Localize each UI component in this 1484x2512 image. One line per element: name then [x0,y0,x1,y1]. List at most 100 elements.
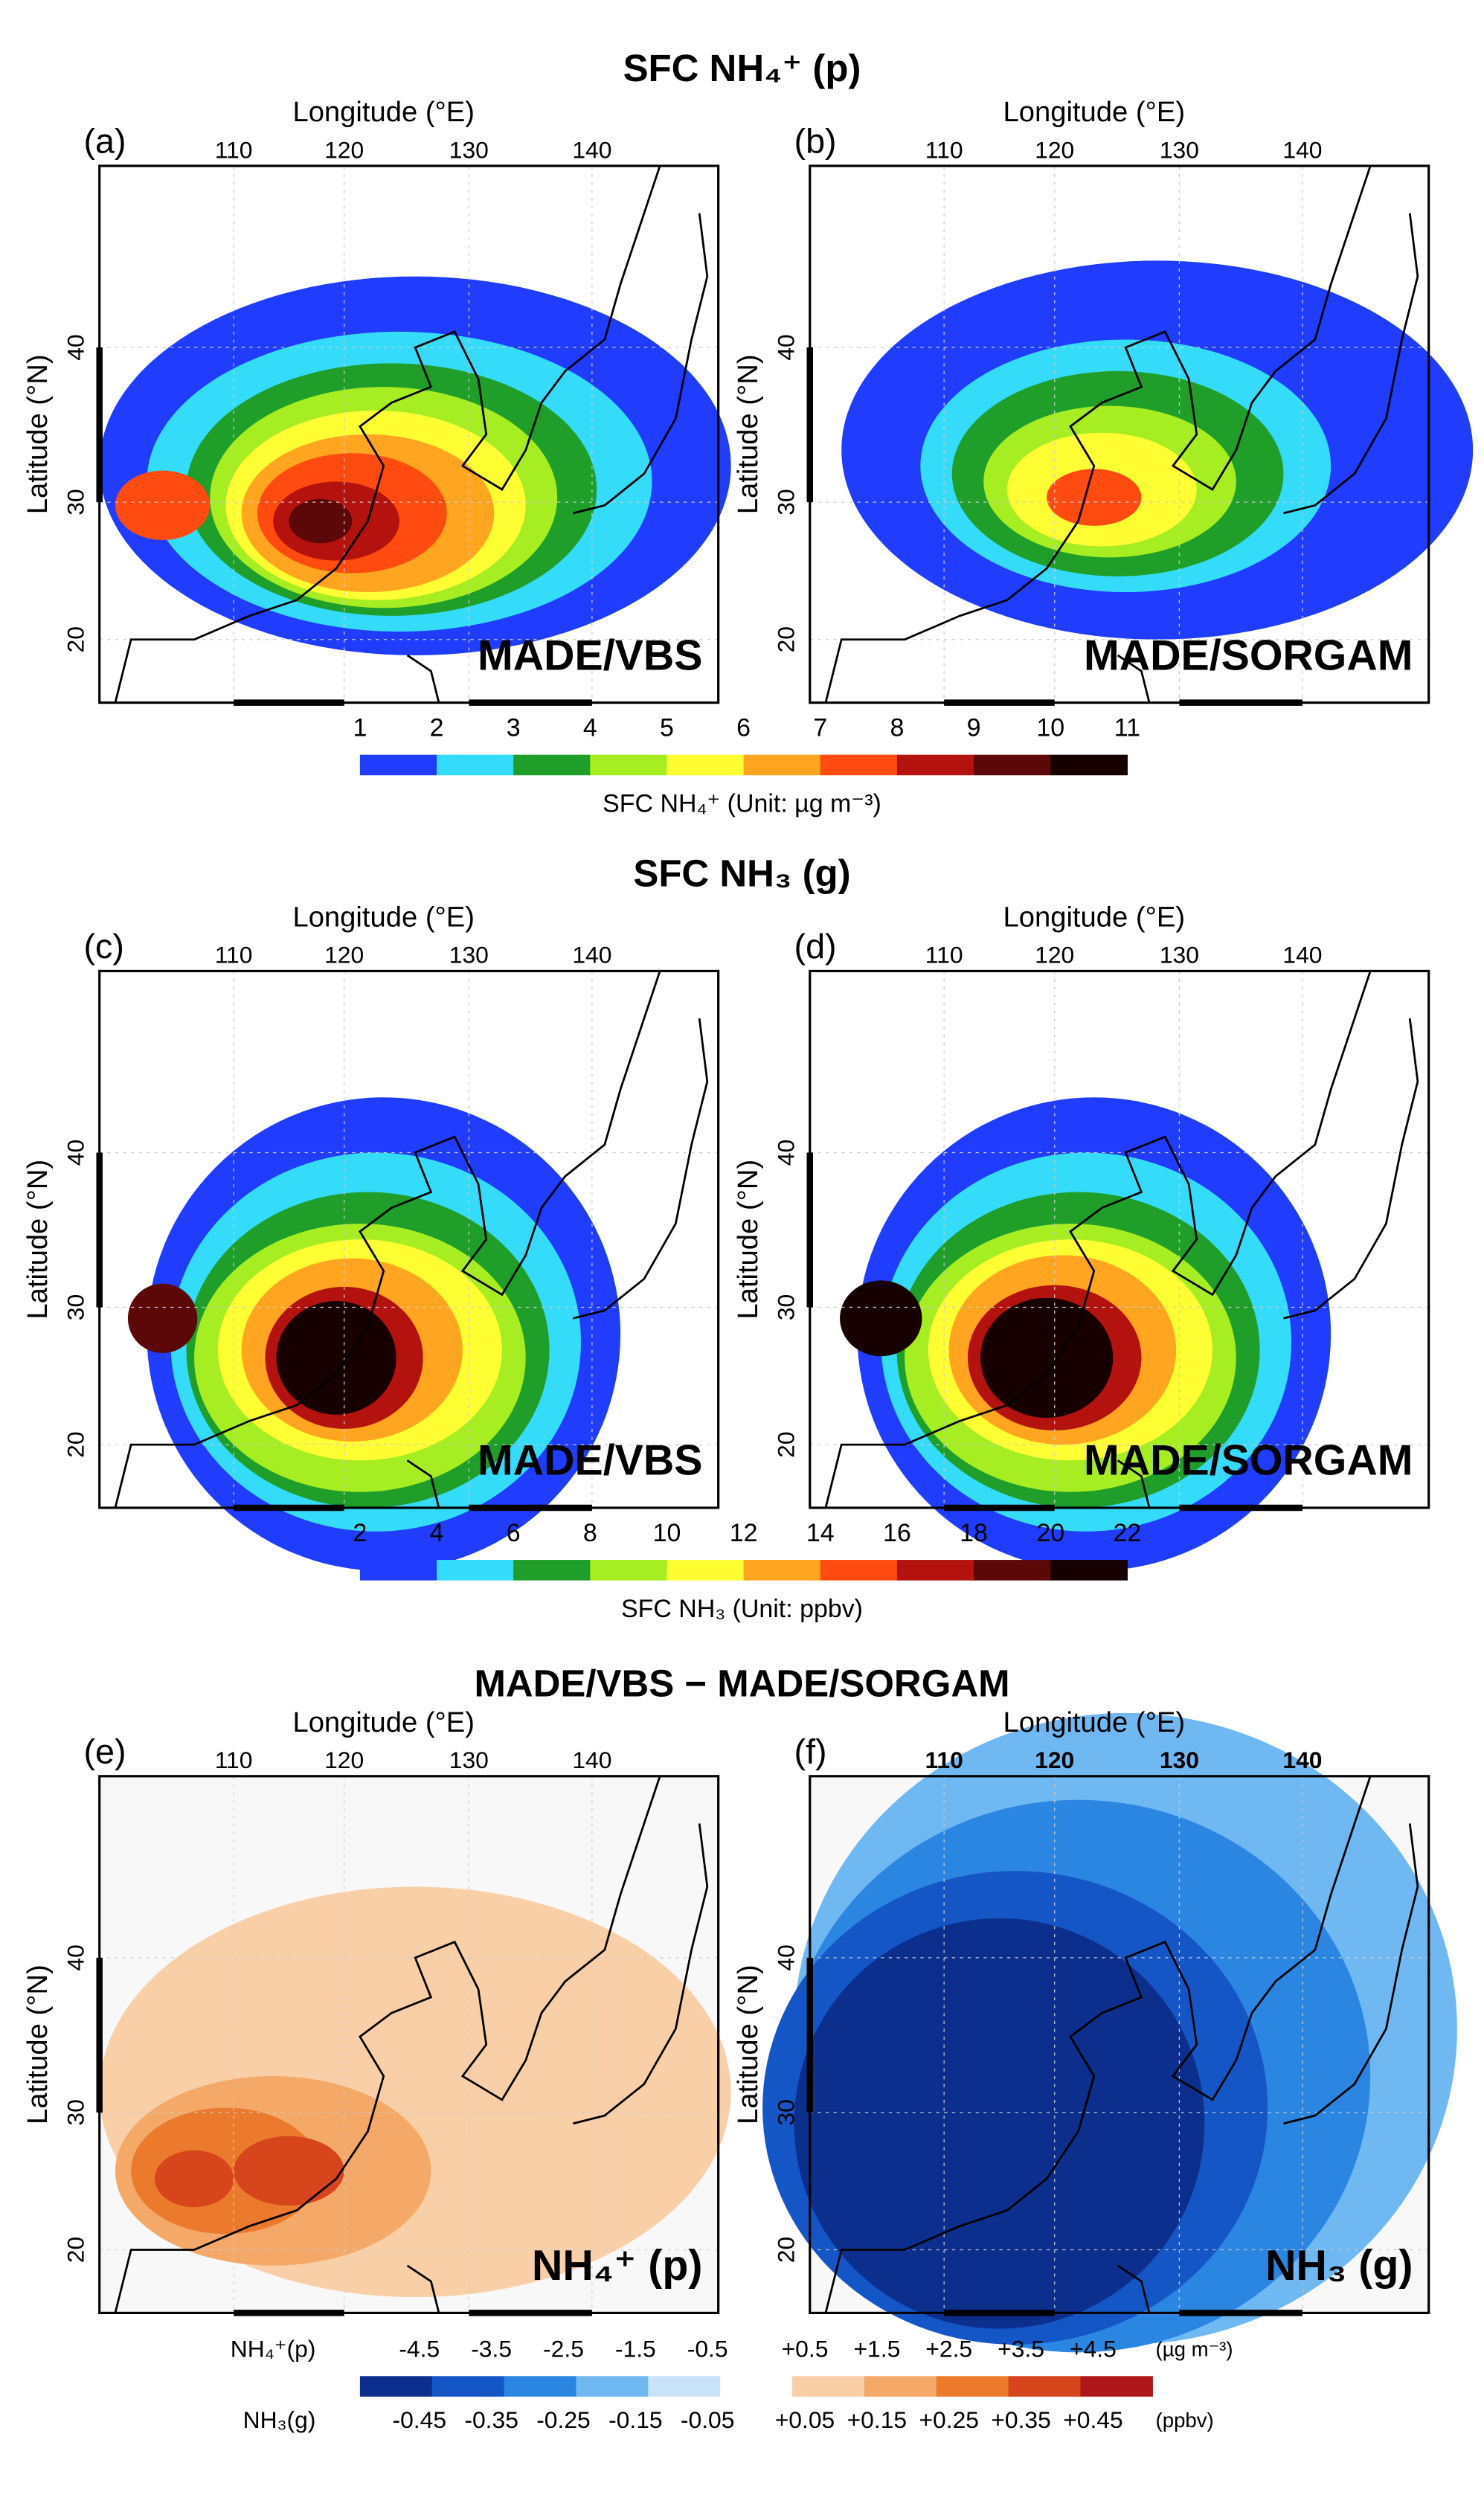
y-tick-label: 20 [772,1431,799,1457]
y-axis-label: Latitude (°N) [22,354,54,514]
y-tick-label: 30 [772,489,799,515]
colorbar-tick-label: 20 [1036,1519,1064,1547]
colorbar-tick-label: 14 [806,1519,835,1547]
colorbar-segment [743,1560,821,1581]
scheme-label: MADE/SORGAM [1084,1437,1413,1485]
y-axis-label: Latitude (°N) [732,354,764,514]
x-tick-label: 140 [572,136,611,163]
colorbar-tick-label: -0.05 [681,2406,735,2433]
x-tick-label: 120 [324,1747,364,1773]
colorbar-tick-label: 2 [353,1519,367,1547]
colorbar-tick-label: 18 [960,1519,988,1547]
field-region [794,1918,1205,2329]
coastline [114,165,709,703]
colorbar-row-name: NH₄⁺(p) [231,2336,316,2362]
y-tick-label: 40 [772,1140,799,1166]
colorbar-caption: SFC NH₃ (Unit: ppbv) [621,1595,863,1623]
colorbar-segment [820,754,898,776]
y-tick-label: 20 [772,626,799,652]
x-tick-label: 110 [215,1747,253,1773]
panel-label: (a) [83,122,126,161]
x-tick-label: 140 [1282,942,1322,968]
colorbar-tick-label: +4.5 [1070,2336,1117,2362]
colorbar-tick-label: +0.35 [991,2406,1051,2433]
map-panel [96,164,731,706]
x-axis-label: Longitude (°E) [292,1706,475,1738]
x-tick-label: 110 [215,942,253,968]
colorbar-tick-label: 3 [507,714,521,742]
colorbar-tick-label: +0.5 [782,2336,829,2362]
coastline [114,1776,709,2313]
colorbar-row-name: NH₃(g) [243,2406,316,2433]
colorbar-tick-label: -0.25 [536,2406,591,2433]
x-tick-label: 110 [925,1747,963,1773]
y-tick-label: 20 [62,626,89,652]
colorbar-unit: (µg m⁻³) [1156,2338,1233,2361]
panel-label: (f) [794,1732,827,1770]
x-tick-label: 140 [1282,136,1322,163]
field-region [127,1283,198,1354]
y-tick-label: 30 [62,2099,89,2125]
colorbar-segment [359,754,437,776]
colorbar-segment [666,1560,745,1581]
scheme-label: MADE/VBS [478,632,702,679]
panel-label: (e) [83,1732,126,1770]
y-tick-label: 40 [772,334,799,360]
x-axis-label: Longitude (°E) [1003,901,1186,933]
colorbar-tick-label: -4.5 [399,2336,440,2362]
x-tick-label: 120 [1035,136,1074,163]
x-axis-label: Longitude (°E) [1003,1706,1186,1738]
x-tick-label: 130 [1160,1747,1199,1773]
x-axis-label: Longitude (°E) [1003,96,1186,128]
field-region [115,470,211,541]
colorbar-segment [590,754,668,776]
x-tick-label: 140 [572,1747,611,1773]
colorbar-tick-label: 16 [883,1519,911,1547]
colorbar-tick-label: 4 [583,714,597,742]
field-region [289,498,353,544]
map-panel [96,969,720,1571]
colorbar-tick-label: +0.05 [775,2406,835,2433]
colorbar-tick-label: 8 [890,714,904,742]
colorbar-tick-label: +0.15 [847,2406,908,2433]
colorbar-segment [1050,754,1128,776]
colorbar-segment [590,1560,668,1581]
field-region [276,1300,396,1415]
colorbar-segment [513,754,591,776]
y-axis-label: Latitude (°N) [22,1965,54,2124]
y-tick-label: 30 [62,1294,89,1320]
x-axis-label: Longitude (°E) [292,901,475,933]
x-tick-label: 110 [925,942,963,968]
colorbar-segment [666,754,745,776]
colorbar-caption: SFC NH₄⁺ (Unit: µg m⁻³) [603,790,881,818]
colorbar-segment [504,2376,577,2397]
field-region [840,1280,922,1357]
colorbar-segment [431,2376,505,2397]
colorbar-tick-label: -3.5 [471,2336,512,2362]
colorbar-tick-label: +0.25 [919,2406,979,2433]
coastline [824,970,1419,1509]
colorbar-segment [648,2376,721,2397]
x-tick-label: 130 [449,942,489,968]
colorbar-tick-label: 9 [967,714,981,742]
scheme-label: NH₄⁺ (p) [532,2242,702,2290]
coastline [824,1776,1419,2313]
colorbar-tick-label: 4 [430,1519,444,1547]
colorbar-segment [743,754,821,776]
colorbar-tick-label: -1.5 [615,2336,656,2362]
panel-label: (b) [794,122,837,161]
colorbar-tick-label: +1.5 [853,2336,900,2362]
colorbar-segment [1050,1560,1128,1581]
colorbar-segment [437,754,514,776]
panel-label: (c) [83,927,123,966]
row-title: SFC NH₄⁺ (p) [623,47,861,89]
colorbar-tick-label: -2.5 [543,2336,584,2362]
x-axis-label: Longitude (°E) [292,96,475,128]
colorbar-tick-label: 12 [730,1519,758,1547]
y-tick-label: 20 [62,2237,89,2263]
field-region [980,1297,1114,1419]
colorbar-tick-label: 6 [736,714,751,742]
map-panel [806,164,1474,706]
